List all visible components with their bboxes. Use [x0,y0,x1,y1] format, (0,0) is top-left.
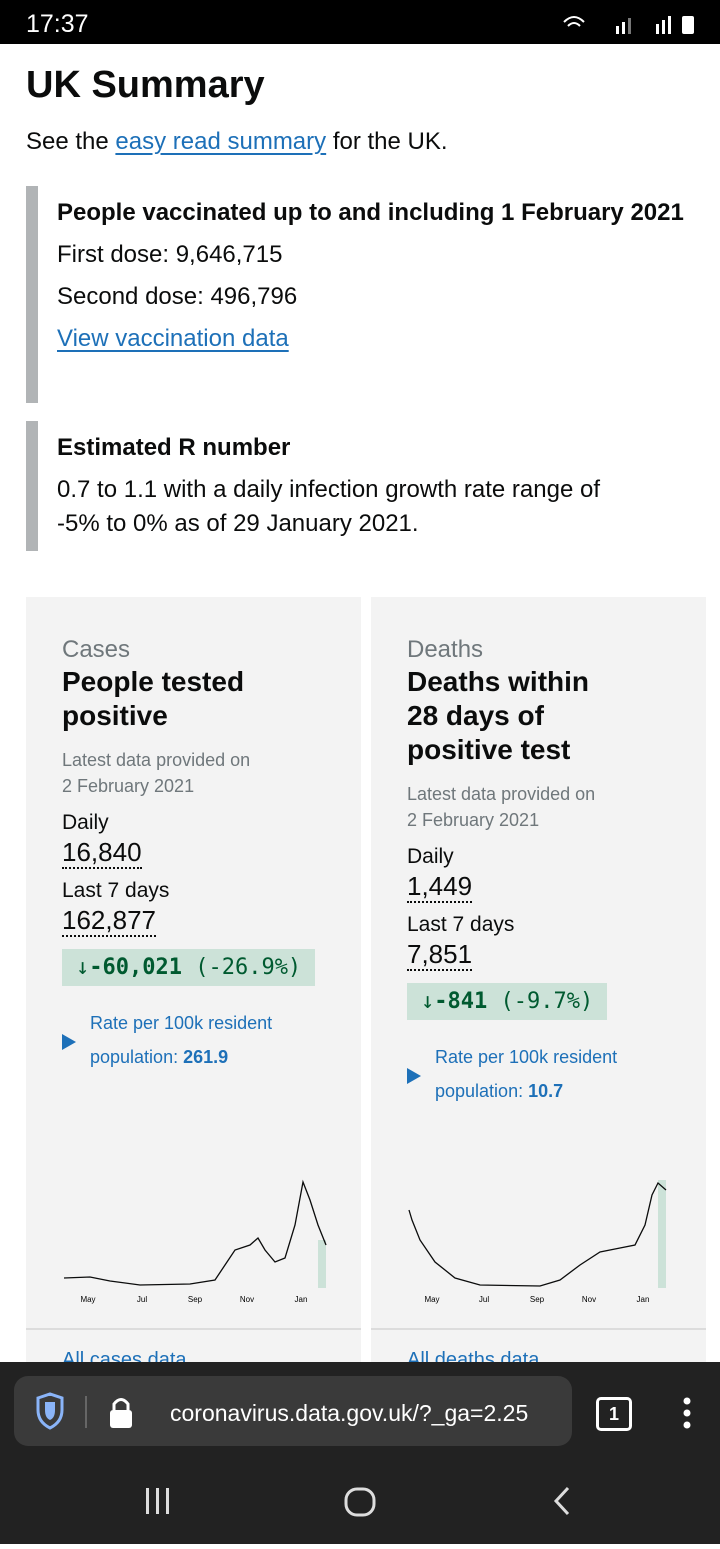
recents-button[interactable] [146,1488,169,1514]
month-label: Sep [530,1295,545,1304]
rate-label: Rate per 100k resident population: [435,1047,618,1101]
all-data-link[interactable]: All deaths data [407,1349,540,1362]
trend-line [408,1181,667,1287]
week-value: 7,851 [407,939,473,971]
month-label: Jan [295,1295,308,1304]
month-label: Jul [479,1295,489,1304]
trend-line [63,1179,327,1286]
month-label: Nov [582,1295,596,1304]
month-label: Sep [188,1295,203,1304]
vaccination-link[interactable]: View vaccination data [57,325,289,352]
deaths-sparkline: May Jul Sep Nov Jan [408,1180,667,1304]
month-label: Nov [240,1295,254,1304]
tab-count[interactable]: 1 [596,1397,632,1431]
change-value: -841 [434,989,488,1014]
rate-value: 261.9 [183,1047,229,1067]
nav-icons [146,1486,570,1517]
vaccination-panel: People vaccinated up to and including 1 … [26,186,697,403]
week-value: 162,877 [62,905,156,937]
all-data-link[interactable]: All cases data [62,1349,187,1362]
change-percent: (-26.9%) [195,955,302,980]
card-updated: Latest data provided on 2 February 2021 [62,750,251,796]
second-dose: Second dose: 496,796 [57,283,298,310]
card-title: Deaths within 28 days of positive test [407,666,590,765]
first-dose: First dose: 9,646,715 [57,241,283,268]
card-category: Deaths [407,636,484,663]
latest-highlight [318,1240,326,1288]
rate-label: Rate per 100k resident population: [90,1013,273,1067]
daily-label: Daily [62,811,109,834]
menu-button[interactable] [680,1396,694,1430]
change-percent: (-9.7%) [500,989,594,1014]
status-bar: 17:37 [0,0,720,44]
r-text: 0.7 to 1.1 with a daily infection growth… [57,476,600,537]
intro-suffix: for the UK. [332,128,448,155]
r-heading: Estimated R number [57,434,291,461]
divider [371,1328,706,1330]
divider [26,1328,361,1330]
page-title: UK Summary [26,64,265,106]
card-category: Cases [62,636,131,663]
rate-toggle[interactable]: Rate per 100k resident population: 261.9 [62,1006,300,1074]
url[interactable]: coronavirus.data.gov.uk/?_ga=2.25 [170,1400,529,1426]
back-button[interactable] [553,1486,570,1516]
r-number-panel: Estimated R number 0.7 to 1.1 with a dai… [26,421,697,551]
address-bar[interactable] [14,1376,572,1446]
intro-prefix: See the [26,128,109,155]
rate-toggle[interactable]: Rate per 100k resident population: 10.7 [407,1040,645,1108]
daily-value: 16,840 [62,837,142,869]
address-icons [36,1392,132,1430]
intro: See the easy read summary for the UK. [26,128,448,156]
card-body: Deaths Deaths within 28 days of positive… [407,635,697,1108]
change-badge: ↓-841 (-9.7%) [407,983,608,1020]
vaccination-heading: People vaccinated up to and including 1 … [57,199,684,226]
card-updated: Latest data provided on 2 February 2021 [407,784,596,830]
rate-value: 10.7 [528,1081,564,1101]
month-label: May [424,1295,439,1304]
home-button[interactable] [344,1487,376,1517]
change-value: -60,021 [89,955,182,980]
week-label: Last 7 days [62,879,170,902]
change-badge: ↓-60,021 (-26.9%) [62,949,316,986]
month-label: Jul [137,1295,147,1304]
cases-card: Cases People tested positive Latest data… [26,597,361,1362]
clock: 17:37 [26,10,89,38]
month-label: May [80,1295,95,1304]
daily-value: 1,449 [407,871,473,903]
cases-sparkline: May Jul Sep Nov Jan [63,1179,327,1304]
deaths-card: Deaths Deaths within 28 days of positive… [371,597,706,1362]
week-label: Last 7 days [407,913,515,936]
daily-label: Daily [407,845,454,868]
status-icons [563,16,694,34]
card-title: People tested positive [62,666,245,731]
month-label: Jan [637,1295,650,1304]
easy-read-link[interactable]: easy read summary [115,128,327,155]
latest-highlight [658,1180,666,1288]
card-body: Cases People tested positive Latest data… [62,635,352,1074]
navigation-bar [0,1460,720,1544]
